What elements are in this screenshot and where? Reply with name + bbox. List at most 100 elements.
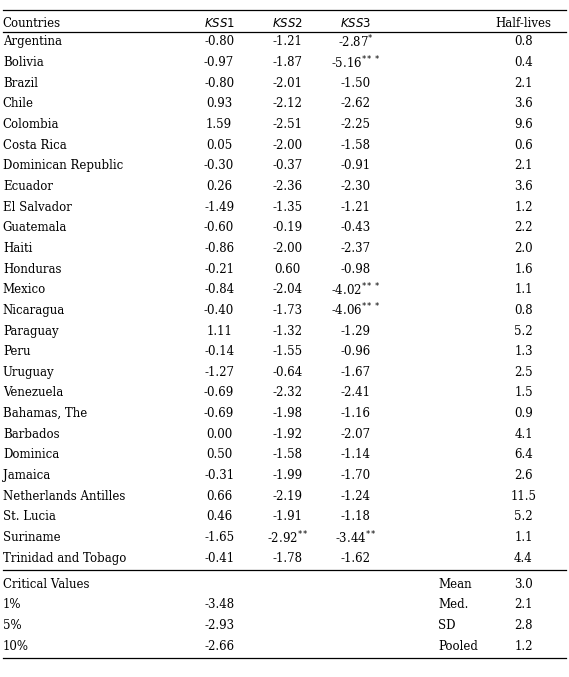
Text: -0.19: -0.19 <box>273 221 302 234</box>
Text: -2.07: -2.07 <box>341 428 370 441</box>
Text: 0.60: 0.60 <box>274 263 300 276</box>
Text: 4.1: 4.1 <box>514 428 533 441</box>
Text: 2.2: 2.2 <box>514 221 533 234</box>
Text: -1.99: -1.99 <box>273 469 302 482</box>
Text: -0.91: -0.91 <box>341 159 370 173</box>
Text: -0.14: -0.14 <box>204 345 234 358</box>
Text: 2.0: 2.0 <box>514 242 533 255</box>
Text: 0.9: 0.9 <box>514 407 533 420</box>
Text: 1%: 1% <box>3 598 22 611</box>
Text: -2.32: -2.32 <box>273 387 302 399</box>
Text: -1.21: -1.21 <box>273 35 302 49</box>
Text: -2.25: -2.25 <box>341 118 370 131</box>
Text: Barbados: Barbados <box>3 428 60 441</box>
Text: -1.70: -1.70 <box>341 469 370 482</box>
Text: 2.6: 2.6 <box>514 469 533 482</box>
Text: -1.55: -1.55 <box>273 345 302 358</box>
Text: Haiti: Haiti <box>3 242 32 255</box>
Text: 2.1: 2.1 <box>514 159 533 173</box>
Text: 0.8: 0.8 <box>514 35 533 49</box>
Text: Mexico: Mexico <box>3 283 46 297</box>
Text: -0.30: -0.30 <box>204 159 234 173</box>
Text: -0.96: -0.96 <box>340 345 371 358</box>
Text: Trinidad and Tobago: Trinidad and Tobago <box>3 552 126 565</box>
Text: 0.00: 0.00 <box>206 428 232 441</box>
Text: 1.11: 1.11 <box>206 324 232 338</box>
Text: 3.6: 3.6 <box>514 180 533 193</box>
Text: -2.19: -2.19 <box>273 489 302 503</box>
Text: -1.78: -1.78 <box>273 552 302 565</box>
Text: -1.87: -1.87 <box>273 56 302 69</box>
Text: 9.6: 9.6 <box>514 118 533 131</box>
Text: Paraguay: Paraguay <box>3 324 59 338</box>
Text: 0.8: 0.8 <box>514 304 533 317</box>
Text: 2.5: 2.5 <box>514 366 533 379</box>
Text: -2.93: -2.93 <box>204 619 234 632</box>
Text: -1.58: -1.58 <box>273 448 302 462</box>
Text: -0.86: -0.86 <box>204 242 234 255</box>
Text: 6.4: 6.4 <box>514 448 533 462</box>
Text: -2.51: -2.51 <box>273 118 302 131</box>
Text: 0.26: 0.26 <box>206 180 232 193</box>
Text: -0.40: -0.40 <box>204 304 234 317</box>
Text: 2.8: 2.8 <box>514 619 533 632</box>
Text: 4.4: 4.4 <box>514 552 533 565</box>
Text: $KSS3$: $KSS3$ <box>340 17 371 30</box>
Text: -1.58: -1.58 <box>341 139 370 152</box>
Text: Nicaragua: Nicaragua <box>3 304 65 317</box>
Text: -0.43: -0.43 <box>340 221 371 234</box>
Text: Venezuela: Venezuela <box>3 387 63 399</box>
Text: -1.50: -1.50 <box>341 77 370 90</box>
Text: -2.30: -2.30 <box>341 180 370 193</box>
Text: 10%: 10% <box>3 640 29 653</box>
Text: -1.27: -1.27 <box>204 366 234 379</box>
Text: 2.1: 2.1 <box>514 598 533 611</box>
Text: -0.37: -0.37 <box>272 159 303 173</box>
Text: -0.97: -0.97 <box>204 56 234 69</box>
Text: -1.32: -1.32 <box>273 324 302 338</box>
Text: -1.16: -1.16 <box>341 407 370 420</box>
Text: 5%: 5% <box>3 619 22 632</box>
Text: St. Lucia: St. Lucia <box>3 510 56 523</box>
Text: Peru: Peru <box>3 345 30 358</box>
Text: $KSS1$: $KSS1$ <box>204 17 234 30</box>
Text: Mean: Mean <box>438 577 472 591</box>
Text: -0.31: -0.31 <box>204 469 234 482</box>
Text: 1.1: 1.1 <box>514 531 533 544</box>
Text: 11.5: 11.5 <box>510 489 537 503</box>
Text: -0.64: -0.64 <box>272 366 303 379</box>
Text: -2.92$^{**}$: -2.92$^{**}$ <box>266 529 308 546</box>
Text: -0.84: -0.84 <box>204 283 234 297</box>
Text: 0.50: 0.50 <box>206 448 232 462</box>
Text: Critical Values: Critical Values <box>3 577 89 591</box>
Text: 2.1: 2.1 <box>514 77 533 90</box>
Text: Dominican Republic: Dominican Republic <box>3 159 123 173</box>
Text: -2.37: -2.37 <box>341 242 370 255</box>
Text: -1.92: -1.92 <box>273 428 302 441</box>
Text: -1.35: -1.35 <box>273 200 302 214</box>
Text: 5.2: 5.2 <box>514 510 533 523</box>
Text: Half-lives: Half-lives <box>496 17 551 30</box>
Text: 3.0: 3.0 <box>514 577 533 591</box>
Text: Bahamas, The: Bahamas, The <box>3 407 87 420</box>
Text: 0.05: 0.05 <box>206 139 232 152</box>
Text: -0.98: -0.98 <box>341 263 370 276</box>
Text: -4.02$^{***}$: -4.02$^{***}$ <box>331 282 380 298</box>
Text: -2.87$^{*}$: -2.87$^{*}$ <box>337 34 374 50</box>
Text: -1.29: -1.29 <box>341 324 370 338</box>
Text: -1.98: -1.98 <box>273 407 302 420</box>
Text: 1.2: 1.2 <box>514 640 533 653</box>
Text: 0.46: 0.46 <box>206 510 232 523</box>
Text: Brazil: Brazil <box>3 77 38 90</box>
Text: Countries: Countries <box>3 17 61 30</box>
Text: -3.48: -3.48 <box>204 598 234 611</box>
Text: Dominica: Dominica <box>3 448 59 462</box>
Text: Guatemala: Guatemala <box>3 221 67 234</box>
Text: Argentina: Argentina <box>3 35 62 49</box>
Text: -1.62: -1.62 <box>341 552 370 565</box>
Text: -1.67: -1.67 <box>341 366 370 379</box>
Text: -2.36: -2.36 <box>273 180 302 193</box>
Text: 1.1: 1.1 <box>514 283 533 297</box>
Text: -0.69: -0.69 <box>204 407 234 420</box>
Text: 1.5: 1.5 <box>514 387 533 399</box>
